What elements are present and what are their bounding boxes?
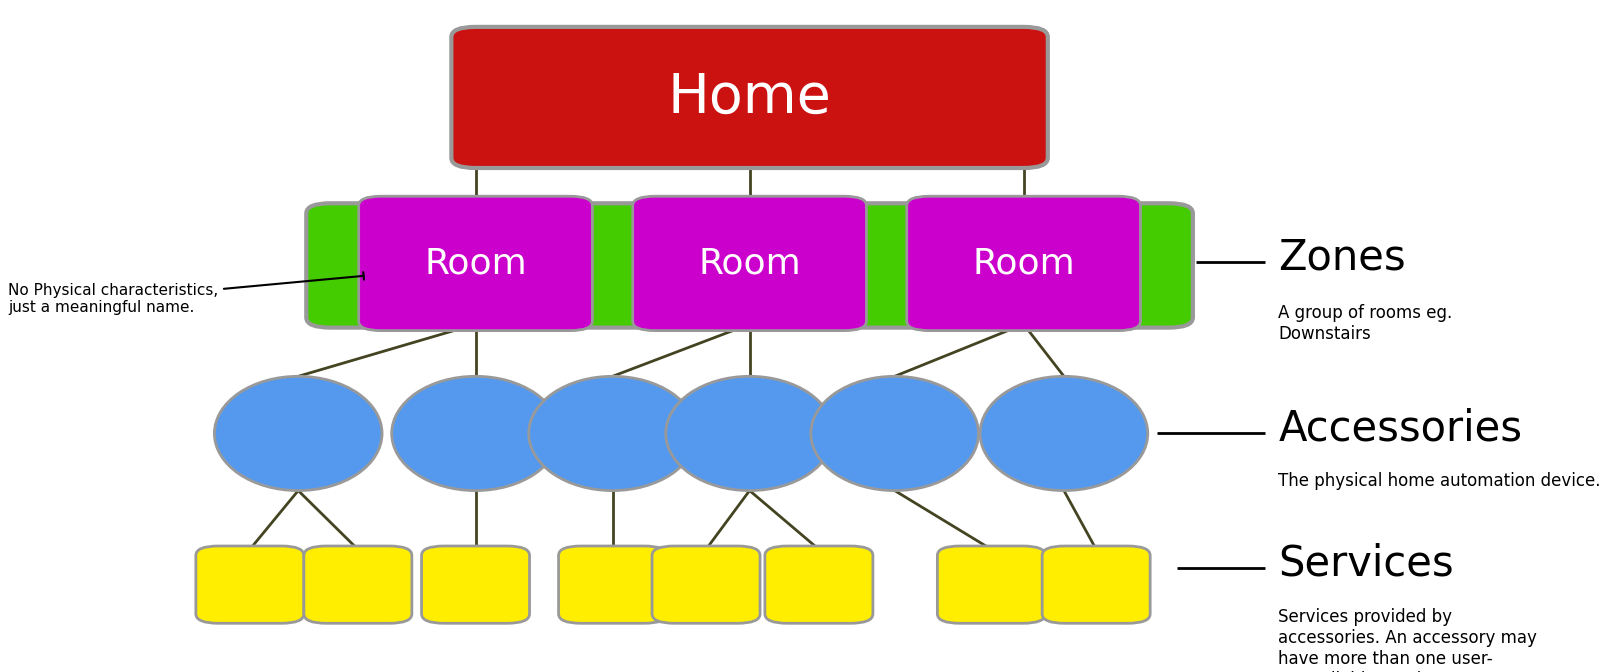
Text: A group of rooms eg.
Downstairs: A group of rooms eg. Downstairs — [1278, 304, 1452, 343]
Ellipse shape — [811, 376, 978, 491]
Text: Services provided by
accessories. An accessory may
have more than one user-
cont: Services provided by accessories. An acc… — [1278, 608, 1538, 672]
Text: Room: Room — [972, 247, 1075, 280]
FancyBboxPatch shape — [303, 546, 413, 624]
FancyBboxPatch shape — [906, 196, 1141, 331]
FancyBboxPatch shape — [421, 546, 529, 624]
FancyBboxPatch shape — [451, 27, 1048, 168]
FancyBboxPatch shape — [764, 546, 874, 624]
Text: Home: Home — [667, 71, 832, 124]
Ellipse shape — [980, 376, 1148, 491]
Ellipse shape — [392, 376, 559, 491]
FancyBboxPatch shape — [197, 546, 303, 624]
Text: No Physical characteristics,
just a meaningful name.: No Physical characteristics, just a mean… — [8, 272, 364, 315]
Text: Zones: Zones — [1278, 237, 1406, 278]
FancyBboxPatch shape — [358, 196, 593, 331]
Text: Services: Services — [1278, 542, 1454, 584]
FancyBboxPatch shape — [632, 196, 867, 331]
Ellipse shape — [529, 376, 696, 491]
FancyBboxPatch shape — [306, 203, 1193, 328]
FancyBboxPatch shape — [938, 546, 1046, 624]
FancyBboxPatch shape — [651, 546, 761, 624]
FancyBboxPatch shape — [558, 546, 667, 624]
Ellipse shape — [666, 376, 833, 491]
Text: Room: Room — [698, 247, 801, 280]
Text: Accessories: Accessories — [1278, 408, 1522, 450]
Text: The physical home automation device.: The physical home automation device. — [1278, 472, 1601, 490]
Text: Room: Room — [424, 247, 527, 280]
FancyBboxPatch shape — [1043, 546, 1151, 624]
Ellipse shape — [214, 376, 382, 491]
